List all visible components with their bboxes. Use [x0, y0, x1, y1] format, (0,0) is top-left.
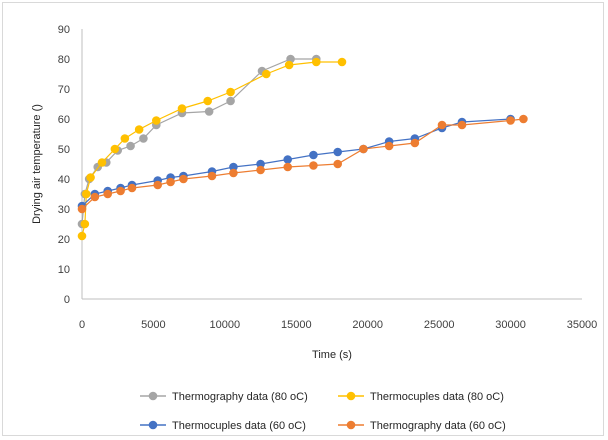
data-point — [82, 190, 91, 199]
x-tick-label: 25000 — [424, 319, 455, 331]
data-point — [285, 61, 294, 70]
legend-label: Thermocuples data (80 oC) — [370, 391, 504, 403]
y-tick-label: 10 — [58, 264, 70, 276]
data-point — [128, 184, 137, 193]
data-point — [135, 125, 144, 134]
series-line — [82, 59, 316, 224]
data-point — [309, 151, 318, 160]
legend-label: Thermography data (80 oC) — [172, 391, 308, 403]
data-point — [283, 155, 292, 164]
legend-item: Thermography data (60 oC) — [338, 420, 506, 432]
x-tick-label: 30000 — [495, 319, 526, 331]
y-tick-label: 50 — [58, 144, 70, 156]
legend-label: Thermography data (60 oC) — [370, 420, 506, 432]
x-tick-label: 5000 — [141, 319, 165, 331]
y-tick-label: 30 — [58, 204, 70, 216]
data-point — [208, 172, 217, 181]
x-tick-label: 15000 — [281, 319, 312, 331]
series-2 — [78, 58, 347, 241]
data-point — [333, 148, 342, 157]
y-tick-labels: 0 10 20 30 40 50 60 70 80 90 — [58, 24, 70, 306]
data-point — [458, 121, 467, 130]
data-point — [385, 142, 394, 151]
data-point — [166, 178, 175, 187]
y-tick-label: 60 — [58, 114, 70, 126]
data-point — [153, 181, 162, 190]
data-point — [178, 104, 187, 113]
data-point — [86, 173, 95, 182]
data-point — [226, 88, 235, 97]
data-point — [256, 166, 265, 175]
x-tick-label: 35000 — [567, 319, 598, 331]
data-point — [312, 58, 321, 67]
legend-swatch-marker — [149, 421, 158, 430]
data-point — [126, 142, 135, 151]
data-point — [411, 139, 420, 148]
y-tick-label: 70 — [58, 84, 70, 96]
data-point — [229, 169, 238, 178]
legend-swatch-marker — [347, 392, 356, 401]
series-1 — [78, 55, 321, 229]
y-tick-label: 0 — [64, 294, 70, 306]
x-tick-label: 20000 — [352, 319, 383, 331]
data-point — [111, 145, 120, 154]
y-tick-label: 90 — [58, 24, 70, 36]
data-point — [152, 116, 161, 125]
data-point — [98, 158, 107, 167]
legend-label: Thermocuples data (60 oC) — [172, 420, 306, 432]
data-point — [506, 116, 515, 125]
data-point — [338, 58, 347, 67]
y-tick-label: 20 — [58, 234, 70, 246]
data-point — [438, 121, 447, 130]
data-point — [91, 193, 100, 202]
data-point — [121, 134, 130, 143]
data-point — [116, 187, 125, 196]
data-point — [203, 97, 212, 106]
data-point — [226, 97, 235, 106]
data-point — [309, 161, 318, 170]
y-tick-label: 40 — [58, 174, 70, 186]
x-tick-labels: 0 5000 10000 15000 20000 25000 30000 35000 — [79, 319, 597, 331]
data-point — [103, 190, 112, 199]
data-point — [333, 160, 342, 169]
series-line — [82, 119, 523, 209]
y-tick-label: 80 — [58, 54, 70, 66]
legend-item: Thermography data (80 oC) — [140, 391, 308, 403]
x-axis-title: Time (s) — [312, 349, 352, 361]
data-point — [78, 205, 87, 214]
x-tick-label: 0 — [79, 319, 85, 331]
legend: Thermography data (80 oC) Thermocuples da… — [140, 391, 506, 432]
legend-item: Thermocuples data (80 oC) — [338, 391, 504, 403]
series-line — [82, 119, 511, 206]
data-point — [78, 232, 87, 241]
data-point — [205, 107, 214, 116]
plot-area — [78, 55, 528, 241]
x-tick-label: 10000 — [210, 319, 241, 331]
y-axis-title: Drying air temperature () — [31, 104, 43, 224]
data-point — [139, 134, 148, 143]
data-point — [262, 70, 271, 79]
legend-swatch-marker — [347, 421, 356, 430]
data-point — [359, 145, 368, 154]
data-point — [81, 220, 90, 229]
data-point — [519, 115, 528, 124]
series-4 — [78, 115, 528, 214]
legend-swatch-marker — [149, 392, 158, 401]
data-point — [283, 163, 292, 172]
data-point — [179, 175, 188, 184]
legend-item: Thermocuples data (60 oC) — [140, 420, 306, 432]
